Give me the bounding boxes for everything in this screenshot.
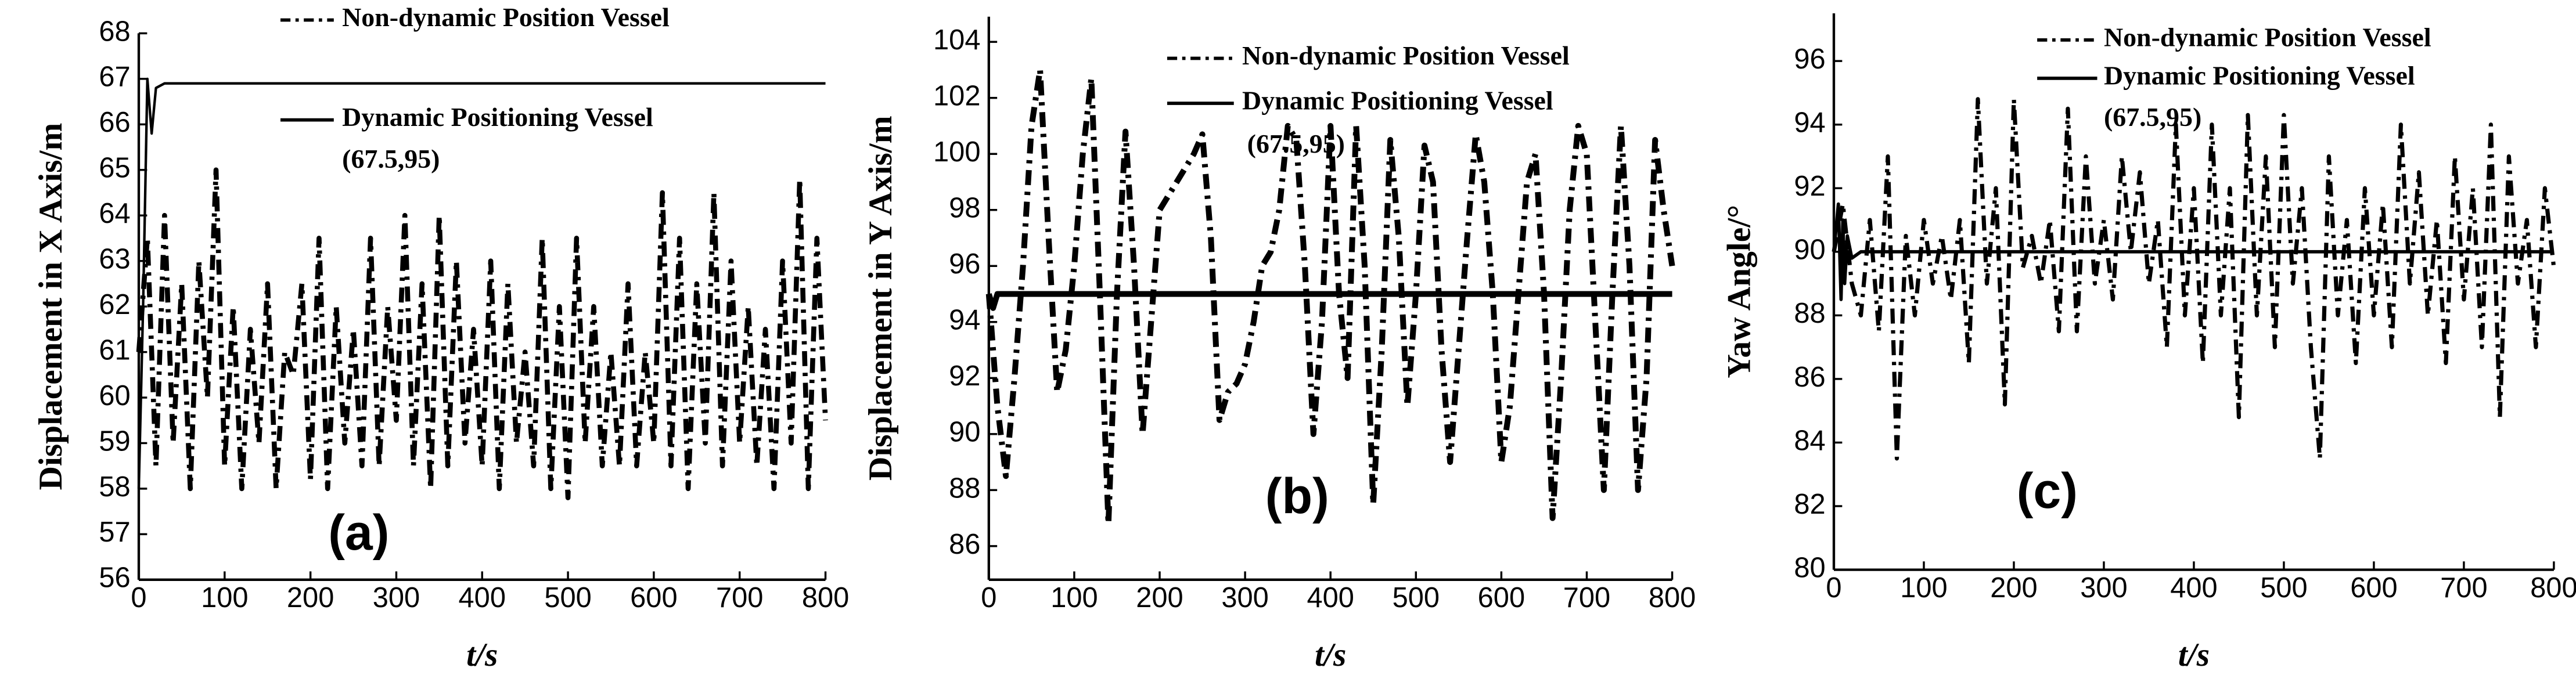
- y-tick-label: 86: [949, 529, 980, 560]
- x-tick-label: 100: [1900, 572, 1947, 604]
- y-tick-label: 64: [99, 198, 130, 229]
- series-line: [1832, 97, 2556, 461]
- y-tick-label: 66: [99, 107, 130, 138]
- y-tick-label: 61: [99, 334, 130, 366]
- y-tick-label: 60: [99, 380, 130, 412]
- y-tick-label: 96: [949, 248, 980, 280]
- x-tick-label: 700: [716, 582, 763, 613]
- x-tick-label: 800: [2530, 572, 2576, 604]
- x-tick-label: 600: [1478, 582, 1525, 613]
- y-tick-label: 90: [1794, 234, 1825, 266]
- y-tick-label: 104: [933, 24, 980, 56]
- x-axis-label: t/s: [466, 637, 498, 673]
- legend-label: Dynamic Positioning Vessel: [1242, 85, 1553, 115]
- series-line: [985, 67, 1675, 527]
- x-tick-label: 0: [1826, 572, 1841, 604]
- y-tick-label: 92: [949, 360, 980, 392]
- y-tick-label: 86: [1794, 362, 1825, 393]
- series-line: [137, 77, 826, 489]
- x-tick-label: 500: [544, 582, 591, 613]
- y-axis-label: Yaw Angle/°: [1721, 205, 1757, 378]
- panel: 80 82 84 86 88 90 92 94 96 0 100 200 300 400 500 600 700…: [1721, 13, 2576, 673]
- legend-label: Non-dynamic Position Vessel: [342, 2, 670, 32]
- y-tick-label: 62: [99, 289, 130, 320]
- y-tick-label: 65: [99, 153, 130, 184]
- panel-label: (b): [1265, 468, 1329, 524]
- x-tick-label: 200: [287, 582, 334, 613]
- y-tick-label: 88: [1794, 298, 1825, 329]
- x-tick-label: 100: [1050, 582, 1098, 613]
- panel-label: (c): [2017, 463, 2078, 519]
- annotation: (67.5,95): [342, 144, 440, 174]
- series-line: [136, 167, 828, 500]
- annotation: (67.5,95): [1247, 129, 1345, 158]
- y-tick-label: 59: [99, 425, 130, 457]
- x-tick-label: 200: [1136, 582, 1183, 613]
- y-tick-label: 90: [949, 417, 980, 448]
- y-tick-label: 67: [99, 62, 130, 93]
- x-tick-label: 100: [201, 582, 248, 613]
- y-tick-label: 94: [1794, 107, 1825, 139]
- y-tick-label: 56: [99, 562, 130, 594]
- annotation: (67.5,95): [2104, 102, 2201, 132]
- y-axis-label: Displacement in Y Axis/m: [862, 116, 899, 481]
- x-tick-label: 300: [2080, 572, 2127, 604]
- series-line: [985, 291, 1672, 311]
- y-tick-label: 57: [99, 517, 130, 548]
- x-tick-label: 400: [2170, 572, 2217, 604]
- x-tick-label: 300: [1221, 582, 1268, 613]
- y-tick-label: 80: [1794, 552, 1825, 583]
- y-tick-label: 98: [949, 193, 980, 224]
- x-tick-label: 200: [1990, 572, 2037, 604]
- x-tick-label: 800: [802, 582, 849, 613]
- x-tick-label: 600: [2350, 572, 2397, 604]
- x-tick-label: 500: [1393, 582, 1440, 613]
- y-tick-label: 96: [1794, 44, 1825, 75]
- x-tick-label: 700: [1563, 582, 1610, 613]
- x-tick-label: 500: [2260, 572, 2307, 604]
- y-tick-label: 100: [933, 136, 980, 168]
- x-tick-label: 800: [1649, 582, 1696, 613]
- x-axis-label: t/s: [2178, 637, 2210, 673]
- y-tick-label: 82: [1794, 489, 1825, 520]
- x-tick-label: 0: [131, 582, 146, 613]
- y-tick-label: 58: [99, 471, 130, 503]
- x-tick-label: 400: [1307, 582, 1354, 613]
- x-tick-label: 700: [2440, 572, 2487, 604]
- x-tick-label: 600: [630, 582, 677, 613]
- x-axis-label: t/s: [1315, 637, 1346, 673]
- y-tick-label: 84: [1794, 425, 1825, 456]
- legend-label: Dynamic Positioning Vessel: [342, 102, 653, 132]
- legend-label: Non-dynamic Position Vessel: [2104, 22, 2431, 52]
- y-tick-label: 68: [99, 16, 130, 47]
- y-axis-label: Displacement in X Axis/m: [33, 123, 69, 490]
- legend-label: Non-dynamic Position Vessel: [1242, 41, 1570, 70]
- panel-label: (a): [328, 505, 389, 561]
- y-tick-label: 94: [949, 305, 980, 336]
- y-tick-label: 102: [933, 81, 980, 112]
- x-tick-label: 300: [373, 582, 420, 613]
- y-tick-label: 92: [1794, 171, 1825, 202]
- x-tick-label: 0: [981, 582, 996, 613]
- y-tick-label: 88: [949, 472, 980, 504]
- y-tick-label: 63: [99, 244, 130, 275]
- panel: 86 88 90 92 94 96 98 100 102 104 0 100 200 300 400 500 6…: [862, 16, 1696, 673]
- panel: 56 57 58 59 60 61 62 63 64 65 66 67 68 0 100 200 300 400 5…: [33, 2, 849, 673]
- x-tick-label: 400: [459, 582, 506, 613]
- series-line: [1832, 202, 2554, 301]
- legend-label: Dynamic Positioning Vessel: [2104, 60, 2415, 90]
